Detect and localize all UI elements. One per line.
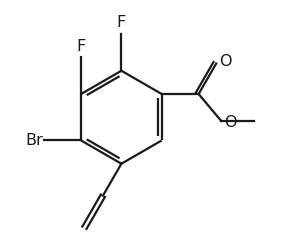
Text: O: O xyxy=(224,115,236,130)
Text: O: O xyxy=(219,54,232,69)
Text: Br: Br xyxy=(25,133,43,148)
Text: F: F xyxy=(76,39,86,54)
Text: F: F xyxy=(117,15,126,30)
